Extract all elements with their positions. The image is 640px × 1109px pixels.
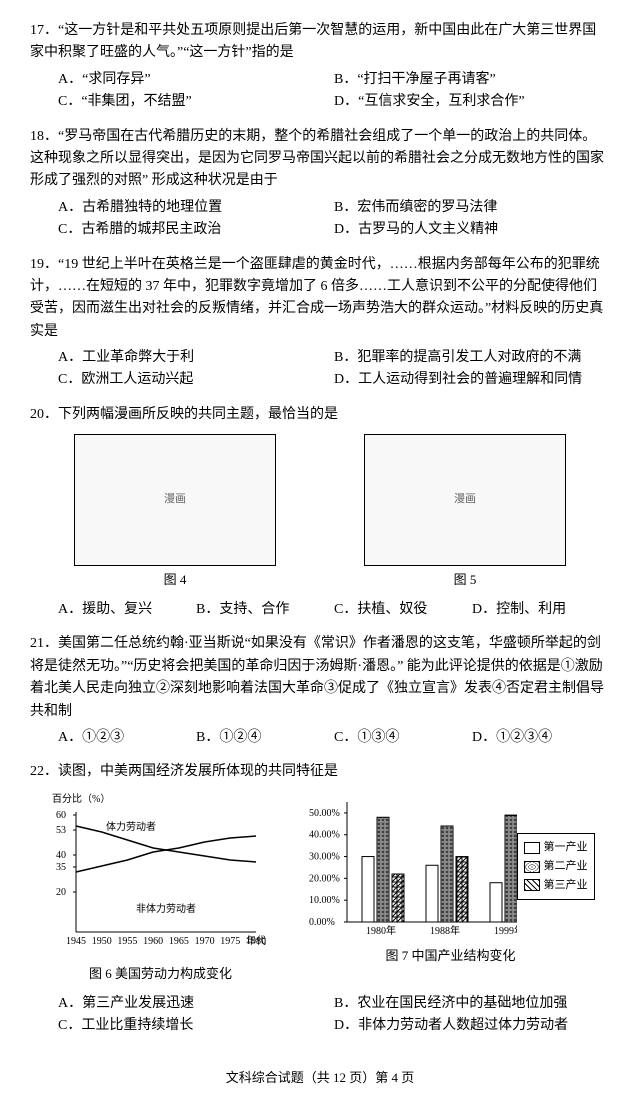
option-a: A．“求同存异” [58,69,334,91]
svg-text:50.00%: 50.00% [309,808,340,819]
question-17: 17．“这一方针是和平共处五项原则提出后第一次智慧的运用，新中国由此在广大第三世… [30,20,610,114]
option-b: B．支持、合作 [196,599,334,621]
options: A．工业革命弊大于利B．犯罪率的提高引发工人对政府的不满 C．欧洲工人运动兴起D… [58,347,610,392]
options: A．第三产业发展迅速B．农业在国民经济中的基础地位加强 C．工业比重持续增长D．… [58,993,610,1038]
option-d: D．非体力劳动者人数超过体力劳动者 [334,1015,610,1037]
option-b: B．宏伟而缜密的罗马法律 [334,197,610,219]
qnum: 19． [30,257,58,272]
option-a: A．第三产业发展迅速 [58,993,334,1015]
chart6-series1-label: 体力劳动者 [106,820,156,833]
question-19: 19．“19 世纪上半叶在英格兰是一个盗匪肆虐的黄金时代，……根据内务部每年公布… [30,254,610,392]
svg-text:1999年: 1999年 [494,924,517,937]
svg-text:1965: 1965 [168,936,188,947]
option-d: D．“互信求安全，互利求合作” [334,91,610,113]
svg-text:60: 60 [56,810,66,821]
option-b: B．“打扫干净屋子再请客” [334,69,610,91]
option-d: D．工人运动得到社会的普遍理解和同情 [334,369,610,391]
chart6-xlabel: 年代 [246,934,266,947]
svg-text:40.00%: 40.00% [309,830,340,841]
chart-7-svg: 0.00% 10.00% 20.00% 30.00% 40.00% 50.00% 1980… [307,792,517,942]
svg-text:0.00%: 0.00% [309,917,335,928]
option-a: A．工业革命弊大于利 [58,347,334,369]
option-c: C．扶植、奴役 [334,599,472,621]
cartoon-5-image: 漫画 [364,434,566,566]
qnum: 18． [30,129,58,144]
cartoon-4: 漫画 图 4 [74,434,276,591]
option-d: D．①②③④ [472,727,610,749]
svg-text:1975: 1975 [220,936,240,947]
option-a: A．援助、复兴 [58,599,196,621]
svg-text:20: 20 [56,887,66,898]
svg-text:1988年: 1988年 [430,924,460,937]
page-footer: 文科综合试题（共 12 页）第 4 页 [30,1068,610,1089]
qstem: “这一方针是和平共处五项原则提出后第一次智慧的运用，新中国由此在广大第三世界国家… [30,23,596,60]
option-d: D．古罗马的人文主义精神 [334,219,610,241]
option-c: C．“非集团，不结盟” [58,91,334,113]
chart6-ylabel: 百分比（%） [52,793,110,805]
legend-2: 第二产业 [544,858,588,876]
chart-7: 0.00% 10.00% 20.00% 30.00% 40.00% 50.00% 1980… [307,792,595,985]
svg-text:10.00%: 10.00% [309,895,340,906]
svg-text:30.00%: 30.00% [309,851,340,862]
option-b: B．犯罪率的提高引发工人对政府的不满 [334,347,610,369]
question-21: 21．美国第二任总统约翰·亚当斯说“如果没有《常识》作者潘恩的这支笔，华盛顿所举… [30,633,610,749]
qstem: “罗马帝国在古代希腊历史的末期，整个的希腊社会组成了一个单一的政治上的共同体。这… [30,129,604,189]
option-b: B．农业在国民经济中的基础地位加强 [334,993,610,1015]
option-a: A．①②③ [58,727,196,749]
legend-3: 第三产业 [544,877,588,895]
chart-6-caption: 图 6 美国劳动力构成变化 [46,964,276,985]
cartoon-5-caption: 图 5 [364,570,566,591]
option-c: C．①③④ [334,727,472,749]
option-a: A．古希腊独特的地理位置 [58,197,334,219]
option-c: C．欧洲工人运动兴起 [58,369,334,391]
qnum: 20． [30,407,58,422]
cartoon-4-image: 漫画 [74,434,276,566]
svg-text:40: 40 [56,850,66,861]
question-20: 20．下列两幅漫画所反映的共同主题，最恰当的是 漫画 图 4 漫画 图 5 A．… [30,404,610,622]
qstem: 下列两幅漫画所反映的共同主题，最恰当的是 [58,407,338,422]
svg-text:35: 35 [56,862,66,873]
chart6-series2-label: 非体力劳动者 [136,902,196,915]
options: A．援助、复兴 B．支持、合作 C．扶植、奴役 D．控制、利用 [58,599,610,621]
qstem: “19 世纪上半叶在英格兰是一个盗匪肆虐的黄金时代，……根据内务部每年公布的犯罪… [30,257,603,339]
qnum: 17． [30,23,58,38]
svg-text:53: 53 [56,825,66,836]
cartoon-4-caption: 图 4 [74,570,276,591]
option-c: C．工业比重持续增长 [58,1015,334,1037]
chart-7-legend: 第一产业 第二产业 第三产业 [517,833,595,900]
option-b: B．①②④ [196,727,334,749]
chart-6-svg: 百分比（%） 60 53 40 35 20 1945 1950 1955 1960 19… [46,792,276,952]
chart-6: 百分比（%） 60 53 40 35 20 1945 1950 1955 1960 19… [46,792,276,985]
svg-text:1970: 1970 [194,936,214,947]
svg-text:1980年: 1980年 [366,924,396,937]
svg-text:1955: 1955 [117,936,137,947]
svg-text:1945: 1945 [66,936,86,947]
options: A．“求同存异”B．“打扫干净屋子再请客” C．“非集团，不结盟”D．“互信求安… [58,69,610,114]
chart-row: 百分比（%） 60 53 40 35 20 1945 1950 1955 1960 19… [30,792,610,985]
svg-text:1950: 1950 [91,936,111,947]
qnum: 22． [30,764,58,779]
qstem: 读图，中美两国经济发展所体现的共同特征是 [58,764,338,779]
qnum: 21． [30,636,58,651]
option-c: C．古希腊的城邦民主政治 [58,219,334,241]
svg-text:1960: 1960 [143,936,163,947]
option-d: D．控制、利用 [472,599,610,621]
options: A．古希腊独特的地理位置B．宏伟而缜密的罗马法律 C．古希腊的城邦民主政治D．古… [58,197,610,242]
legend-1: 第一产业 [544,839,588,857]
chart-7-caption: 图 7 中国产业结构变化 [307,946,595,967]
svg-text:20.00%: 20.00% [309,873,340,884]
cartoon-5: 漫画 图 5 [364,434,566,591]
cartoon-row: 漫画 图 4 漫画 图 5 [30,434,610,591]
options: A．①②③ B．①②④ C．①③④ D．①②③④ [58,727,610,749]
qstem: 美国第二任总统约翰·亚当斯说“如果没有《常识》作者潘恩的这支笔，华盛顿所举起的剑… [30,636,604,718]
question-18: 18．“罗马帝国在古代希腊历史的末期，整个的希腊社会组成了一个单一的政治上的共同… [30,126,610,242]
